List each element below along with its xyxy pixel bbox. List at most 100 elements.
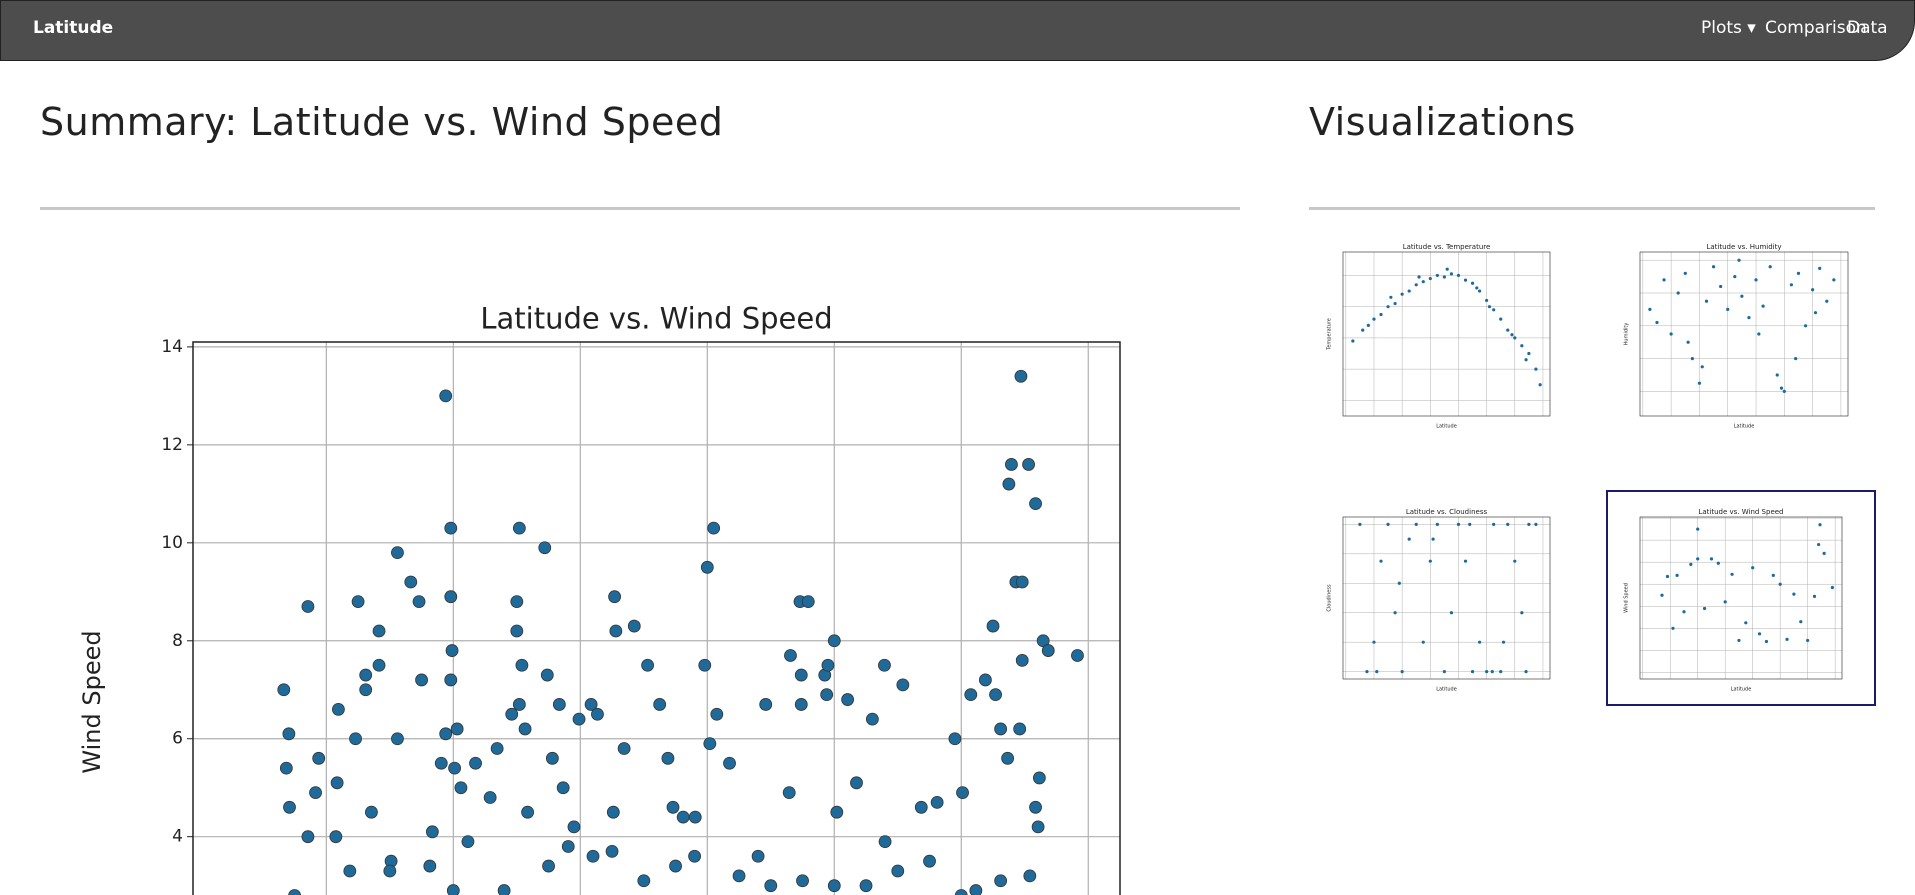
y-tick-label: 6 <box>172 729 183 749</box>
thumbnail[interactable]: Latitude vs. Humidity Humidity Latitude <box>1624 243 1849 430</box>
point <box>878 658 891 672</box>
point <box>445 644 459 657</box>
point <box>1428 559 1432 563</box>
point <box>1428 276 1432 281</box>
point <box>512 521 526 535</box>
point <box>1792 592 1796 596</box>
point <box>641 658 655 672</box>
point <box>1442 275 1446 279</box>
selected-thumbnail-frame <box>1606 490 1876 706</box>
point <box>796 874 809 888</box>
point <box>1671 626 1675 630</box>
point <box>1700 365 1704 369</box>
point <box>1449 272 1454 276</box>
point <box>404 575 418 589</box>
point <box>1527 351 1531 356</box>
nav-link[interactable]: Plots <box>1701 18 1742 38</box>
point <box>1372 640 1376 644</box>
point <box>439 389 453 403</box>
point <box>1803 324 1808 328</box>
point <box>538 541 552 555</box>
point <box>1400 670 1404 674</box>
point <box>1463 278 1468 282</box>
point <box>1796 271 1801 275</box>
point <box>1726 307 1730 311</box>
point <box>545 751 559 765</box>
point <box>994 722 1008 736</box>
point <box>1393 611 1397 615</box>
point <box>964 688 978 702</box>
point <box>277 683 291 697</box>
point <box>1711 265 1716 269</box>
point <box>1676 291 1680 295</box>
point <box>383 864 397 878</box>
point <box>978 673 992 687</box>
point <box>1470 670 1475 674</box>
chart-title: Latitude vs. Wind Speed <box>480 301 832 335</box>
point <box>1655 320 1659 325</box>
point <box>1513 559 1517 563</box>
point <box>1825 299 1829 303</box>
point <box>510 595 524 608</box>
point <box>1686 340 1690 344</box>
point <box>1747 316 1751 320</box>
point <box>1737 638 1741 643</box>
thumbnail[interactable]: Latitude vs. Wind Speed Wind Speed Latitud… <box>1624 508 1843 693</box>
point <box>1669 332 1673 336</box>
point <box>1400 292 1404 296</box>
point <box>1660 593 1664 597</box>
point <box>1499 670 1503 674</box>
plots-dropdown[interactable]: Plots ▾ <box>1701 18 1756 38</box>
divider <box>1309 207 1875 210</box>
point <box>1365 670 1369 674</box>
point <box>1737 258 1741 262</box>
point <box>444 673 458 687</box>
point <box>567 820 581 834</box>
point <box>425 825 439 839</box>
point <box>439 727 453 741</box>
point <box>969 884 983 895</box>
point <box>759 698 773 711</box>
point <box>1817 542 1821 547</box>
point <box>956 786 969 800</box>
point <box>850 776 863 790</box>
thumbnail[interactable]: Latitude vs. Temperature Temperature Latit… <box>1327 243 1551 430</box>
point <box>423 859 437 873</box>
point <box>446 884 460 895</box>
point <box>1813 311 1818 315</box>
point <box>518 722 532 736</box>
thumbnail[interactable]: Latitude vs. Cloudiness Cloudiness Latitud… <box>1327 508 1551 693</box>
point <box>331 702 345 716</box>
point <box>1361 328 1365 332</box>
point <box>351 595 365 608</box>
y-tick-label: 10 <box>161 533 183 553</box>
point <box>1818 523 1822 527</box>
point <box>801 595 815 608</box>
point <box>330 776 344 790</box>
chart-title: Latitude vs. Temperature <box>1403 243 1491 251</box>
point <box>1379 312 1383 317</box>
point <box>1372 317 1376 321</box>
point <box>282 727 296 741</box>
point <box>1477 640 1482 644</box>
point <box>1005 458 1018 471</box>
point <box>1675 573 1679 578</box>
point <box>301 600 315 613</box>
point <box>784 649 797 662</box>
nav-link[interactable]: Data <box>1847 18 1888 38</box>
point <box>1683 271 1687 275</box>
point <box>540 668 554 682</box>
nav-link[interactable]: Comparison <box>1765 18 1867 38</box>
point <box>1830 585 1834 590</box>
point <box>483 791 497 804</box>
brand[interactable]: Latitude <box>33 18 114 38</box>
point <box>1779 386 1784 390</box>
point <box>1696 527 1700 531</box>
point <box>703 737 717 751</box>
point <box>609 624 623 638</box>
plot-frame <box>192 341 1121 895</box>
point <box>1477 289 1482 293</box>
point <box>827 879 841 893</box>
